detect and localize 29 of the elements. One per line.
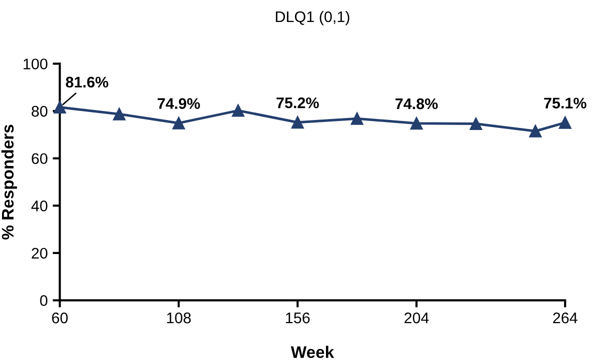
point: [558, 116, 572, 129]
point: [350, 112, 364, 125]
point: [172, 116, 185, 130]
y-tick-label: 80: [32, 106, 48, 117]
data-label: 74.9%: [158, 98, 200, 109]
point: [470, 118, 482, 130]
chart-title: DLQ1 (0,1): [276, 10, 350, 26]
point: [54, 100, 66, 114]
point: [291, 116, 304, 129]
x-tick-label: 204: [404, 312, 429, 324]
data-label: 75.1%: [544, 98, 586, 108]
point: [113, 108, 126, 120]
point: [529, 124, 542, 138]
point: [410, 117, 423, 130]
data-label: 74.8%: [395, 98, 438, 110]
x-tick-label: 108: [167, 312, 191, 324]
x-tick-label: 156: [286, 312, 310, 324]
y-tick-label: 0: [40, 295, 48, 306]
y-tick-label: 20: [32, 248, 48, 259]
data-label: 81.6%: [66, 76, 108, 88]
x-tick-label: 264: [553, 312, 578, 324]
point: [232, 104, 244, 117]
y-axis-title: % Responders: [1, 124, 17, 240]
y-tick-label: 40: [31, 200, 48, 212]
data-label: 75.2%: [276, 97, 319, 108]
x-axis-title: Week: [290, 346, 334, 358]
y-tick-label: 60: [32, 153, 48, 164]
x-tick-label: 60: [52, 312, 68, 324]
y-tick-label: 100: [24, 58, 48, 70]
